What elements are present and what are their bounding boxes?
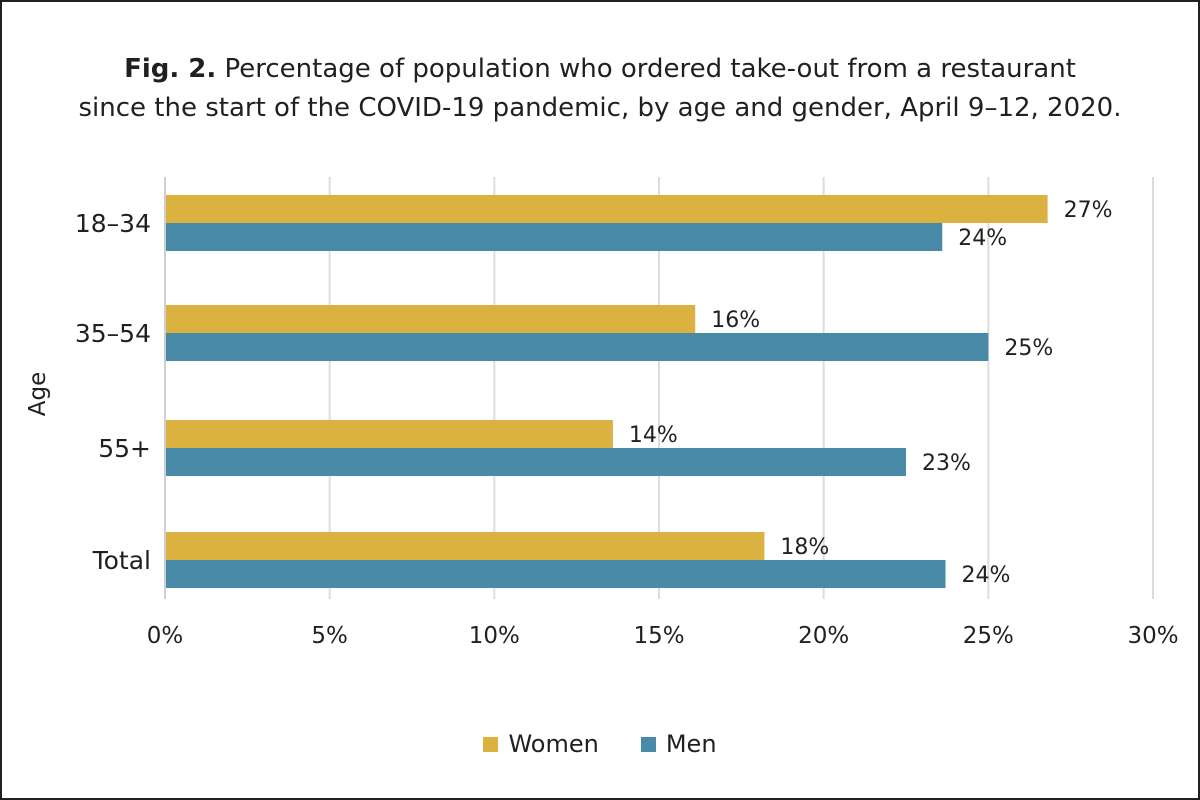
legend-label-men: Men xyxy=(665,730,717,758)
category-label: 55+ xyxy=(98,434,151,463)
x-tick-label: 5% xyxy=(311,623,348,649)
data-label: 14% xyxy=(629,423,678,448)
data-label: 25% xyxy=(1004,336,1053,361)
legend-swatch-women xyxy=(483,736,499,752)
chart-title-line-1: Fig. 2. Percentage of population who ord… xyxy=(2,50,1198,89)
x-tick-label: 10% xyxy=(469,623,520,649)
bar-men xyxy=(165,560,946,588)
y-axis-label: Age xyxy=(25,372,51,416)
bar-women xyxy=(165,195,1048,223)
bar-men xyxy=(165,333,989,361)
legend-swatch-men xyxy=(640,736,656,752)
legend-item-women: Women xyxy=(483,730,599,758)
data-label: 23% xyxy=(922,451,971,476)
data-label: 18% xyxy=(780,535,829,560)
data-label: 16% xyxy=(711,308,760,333)
x-tick-label: 15% xyxy=(633,623,684,649)
bar-women xyxy=(165,532,765,560)
bar-men xyxy=(165,223,943,251)
data-label: 24% xyxy=(962,563,1011,588)
category-label: Total xyxy=(92,546,151,575)
x-tick-label: 25% xyxy=(963,623,1014,649)
figure-number: Fig. 2. xyxy=(124,54,217,84)
title-text-1: Percentage of population who ordered tak… xyxy=(224,54,1076,84)
x-tick-label: 30% xyxy=(1127,623,1178,649)
category-label: 18–34 xyxy=(75,209,151,238)
x-tick-label: 0% xyxy=(147,623,184,649)
legend: Women Men xyxy=(2,730,1198,758)
chart-title: Fig. 2. Percentage of population who ord… xyxy=(2,50,1198,128)
bar-women xyxy=(165,420,613,448)
data-label: 24% xyxy=(958,226,1007,251)
bar-men xyxy=(165,448,906,476)
bar-women xyxy=(165,305,696,333)
legend-label-women: Women xyxy=(508,730,599,758)
category-label: 35–54 xyxy=(75,319,151,348)
data-label: 27% xyxy=(1064,198,1113,223)
legend-item-men: Men xyxy=(640,730,717,758)
title-text-2: since the start of the COVID-19 pandemic… xyxy=(78,93,1122,123)
x-tick-label: 20% xyxy=(798,623,849,649)
